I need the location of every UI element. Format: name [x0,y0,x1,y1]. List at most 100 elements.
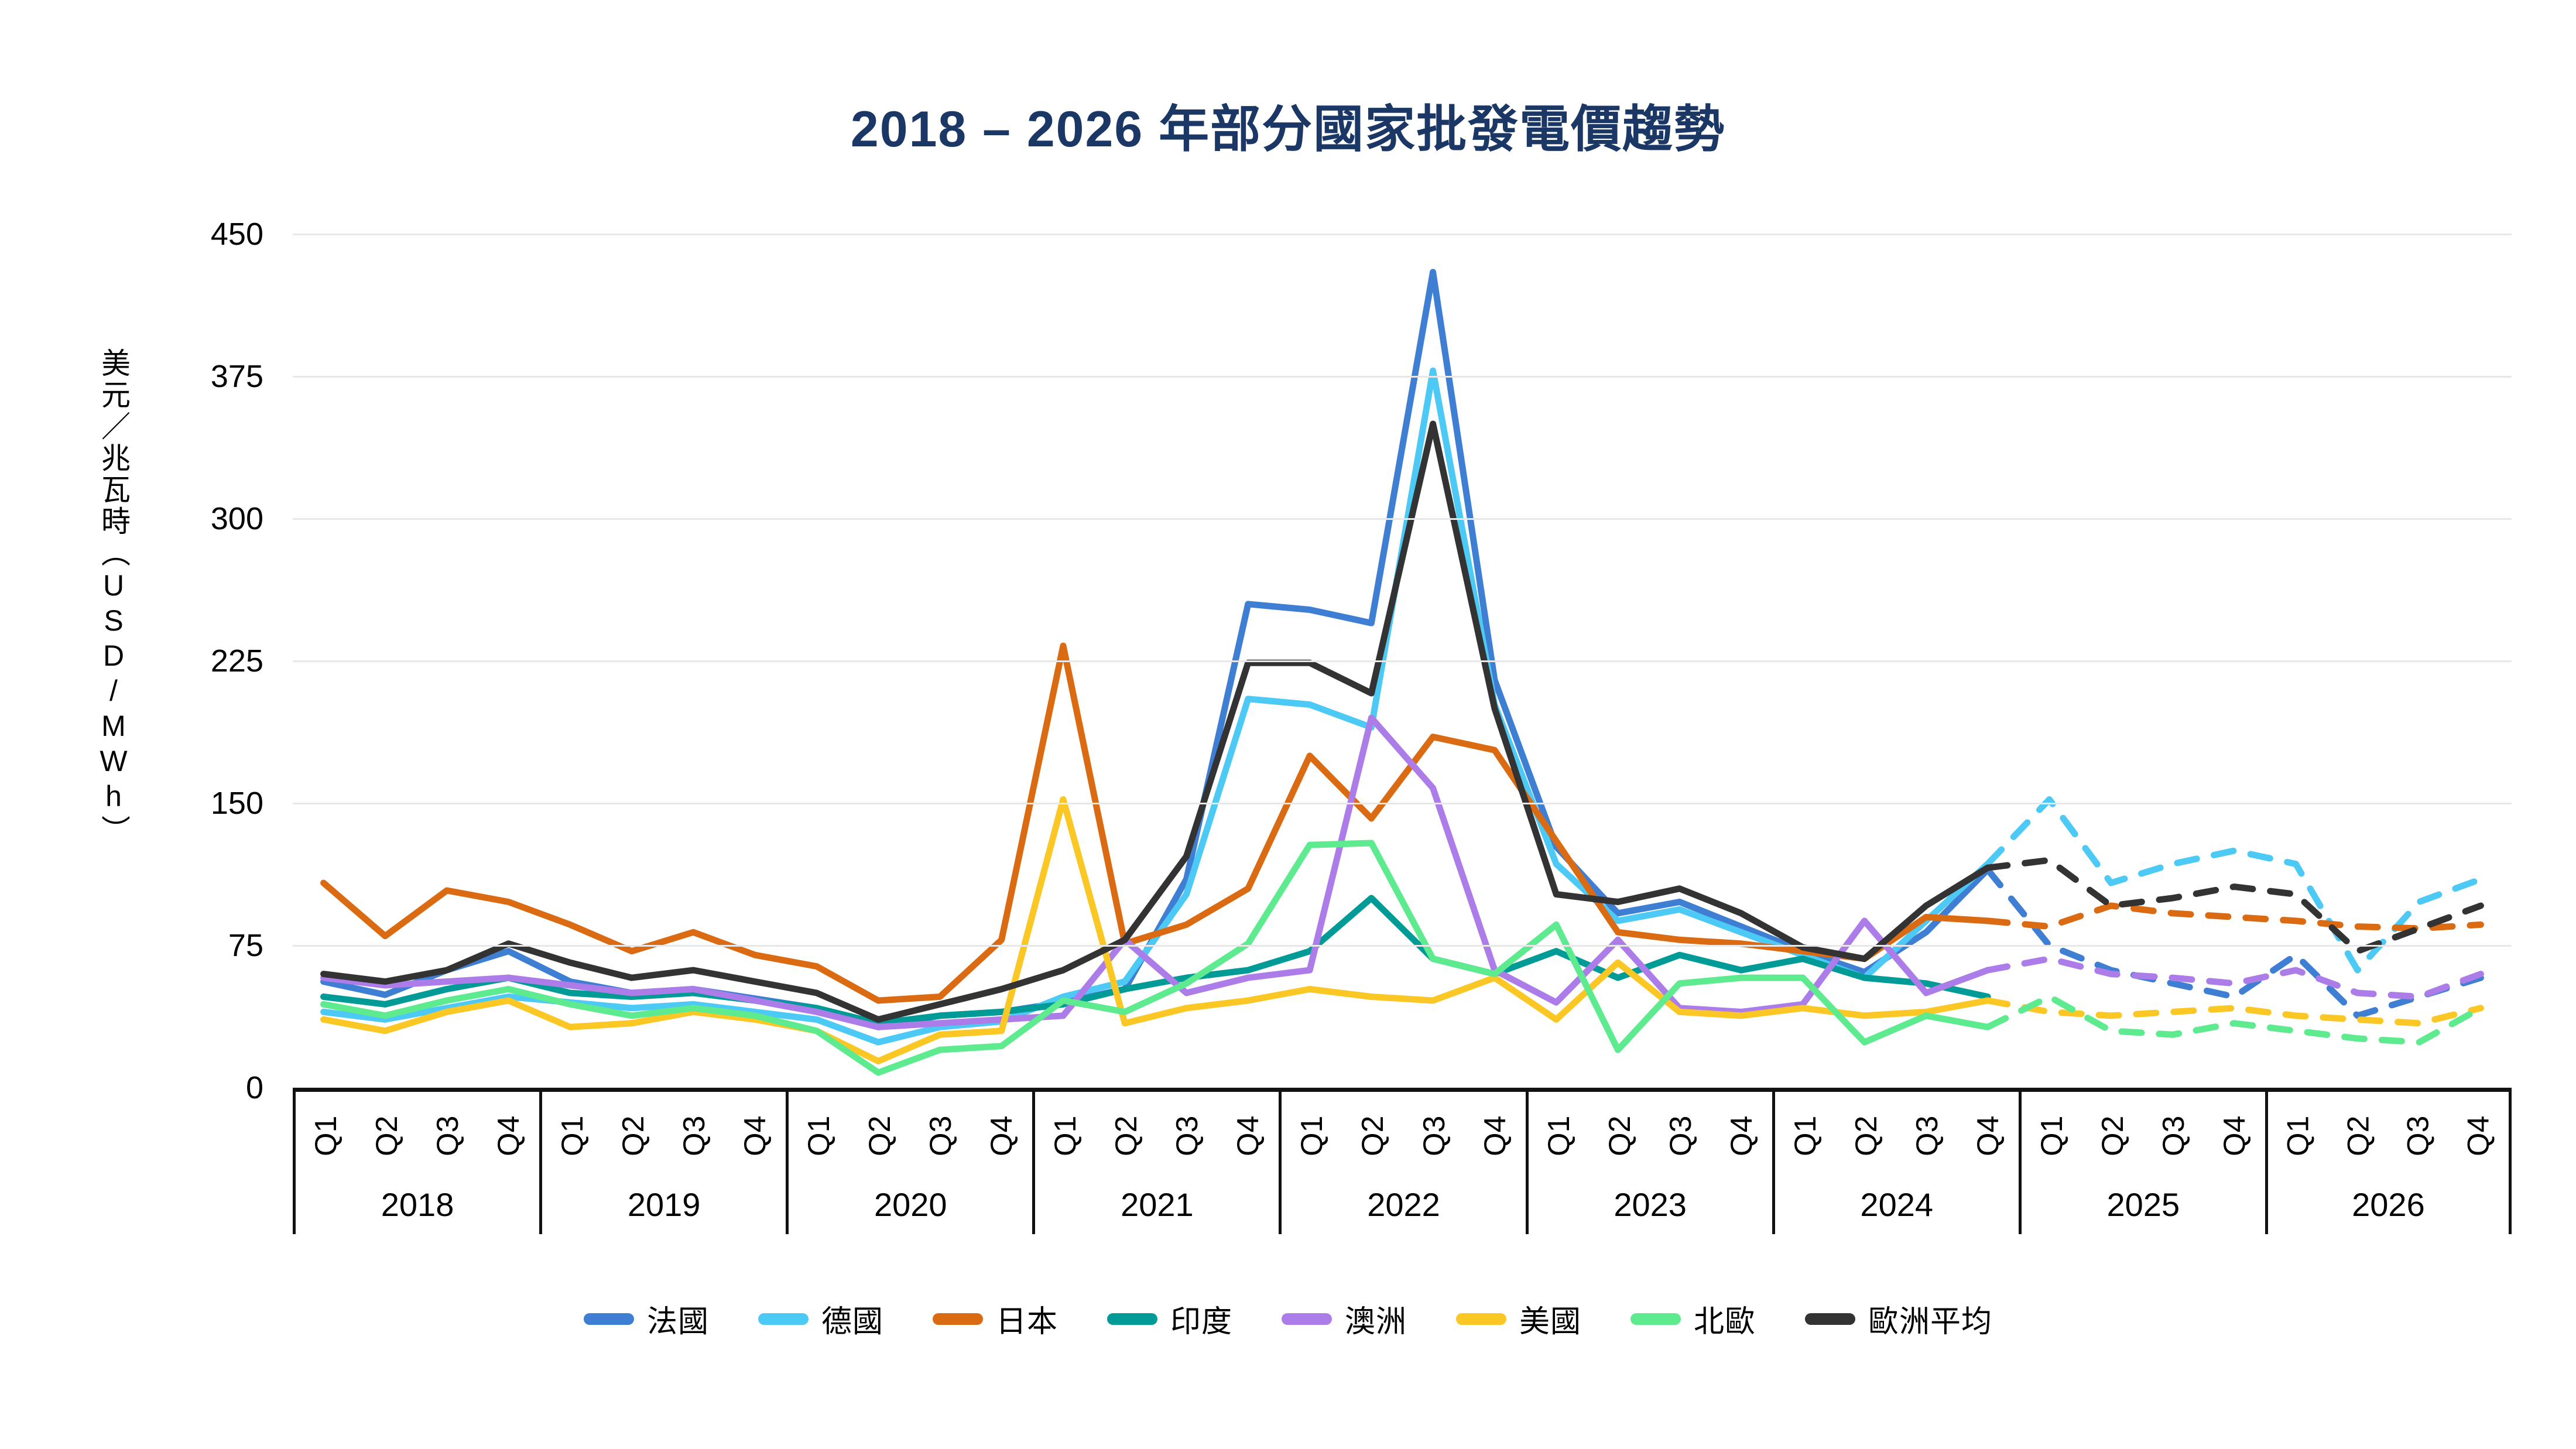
x-axis-year-group: Q1 Q2 Q3 Q4 2026 [2265,1088,2512,1234]
legend-item[interactable]: 法國 [583,1297,709,1341]
series-forecast-line-美國 [1984,997,2484,1027]
y-axis-tick-labels: 0 75 150 225 300 375 450 [0,217,281,1105]
x-axis-quarter-label: Q3 [924,1115,958,1157]
x-axis-year-group: Q1 Q2 Q3 Q4 2024 [1772,1088,2019,1234]
series-forecast-line-澳洲 [1984,955,2484,1000]
x-axis-quarter-label: Q2 [616,1115,651,1157]
y-axis-title: 美元／兆瓦時（USD/MWh） [97,348,130,847]
series-line-歐洲平均 [320,420,1991,1023]
x-axis-quarter-label: Q1 [556,1115,590,1157]
series-forecast-line-日本 [1984,902,2484,932]
x-axis-quarter-label: Q4 [492,1115,526,1157]
x-axis-quarter-label: Q1 [802,1115,837,1157]
legend-swatch-icon [583,1313,634,1325]
y-tick-label: 150 [210,786,263,821]
page-title: 2018 – 2026 年部分國家批發電價趨勢 [850,101,1726,157]
y-tick-label: 0 [245,1070,263,1105]
x-axis-quarter-label: Q4 [1971,1115,2005,1157]
x-axis-year-group: Q1 Q2 Q3 Q4 2022 [1279,1088,1525,1234]
x-axis-quarter-label: Q3 [1910,1115,1944,1157]
gridline [293,944,2512,947]
x-axis-rule [293,1088,2512,1092]
x-axis-quarter-label: Q4 [985,1115,1019,1157]
legend-swatch-icon [1282,1313,1332,1325]
x-axis-quarter-label: Q3 [431,1115,465,1157]
x-axis-year-group: Q1 Q2 Q3 Q4 2023 [1525,1088,1772,1234]
legend-item[interactable]: 日本 [932,1297,1058,1341]
y-tick-label: 375 [210,359,263,394]
gridline [293,375,2512,378]
x-axis-year-group: Q1 Q2 Q3 Q4 2025 [2018,1088,2265,1234]
x-axis-quarter-label: Q2 [2341,1115,2376,1157]
legend-label: 法國 [646,1305,709,1339]
legend-swatch-icon [758,1313,809,1325]
x-axis-quarter-label: Q2 [1109,1115,1144,1157]
x-axis-year-label: 2020 [873,1186,947,1223]
legend-swatch-icon [1456,1313,1507,1325]
series-forecast-line-歐洲平均 [1984,857,2484,955]
x-axis-quarter-label: Q1 [1542,1115,1576,1157]
x-axis-year-label: 2023 [1614,1186,1687,1223]
legend-item[interactable]: 德國 [758,1297,883,1341]
legend-item[interactable]: 歐洲平均 [1805,1297,1992,1341]
legend-label: 澳洲 [1345,1305,1407,1339]
x-axis-quarter-label: Q4 [2217,1115,2252,1157]
x-axis: Q1 Q2 Q3 Q4 2018 Q1 Q2 Q3 Q4 2019 Q1 Q2 Q3 Q4 2020 Q1 Q2… [293,1088,2512,1234]
x-axis-year-label: 2022 [1367,1186,1440,1223]
series-line-印度 [320,895,1991,1027]
plot-area [293,233,2512,1089]
legend-label: 歐洲平均 [1868,1305,1993,1339]
x-axis-quarter-label: Q1 [2281,1115,2315,1157]
x-axis-year-label: 2021 [1121,1186,1194,1223]
x-axis-year-label: 2018 [381,1186,454,1223]
gridline [293,518,2512,520]
legend-label: 北歐 [1694,1305,1756,1339]
x-axis-quarter-label: Q1 [309,1115,344,1157]
legend: 法國 德國 日本 印度 澳洲 美國 北歐 歐洲平均 [0,1297,2576,1341]
y-tick-label: 75 [228,928,263,963]
legend-label: 美國 [1519,1305,1582,1339]
x-axis-quarter-label: Q1 [1788,1115,1823,1157]
legend-item[interactable]: 印度 [1107,1297,1232,1341]
series-layer [320,269,2484,1076]
x-axis-quarter-label: Q4 [1724,1115,1759,1157]
x-axis-quarter-label: Q1 [1295,1115,1330,1157]
x-axis-year-label: 2025 [2106,1186,2180,1223]
x-axis-quarter-label: Q4 [2461,1115,2496,1157]
x-axis-quarter-label: Q3 [677,1115,712,1157]
series-line-美國 [320,796,1991,1065]
legend-swatch-icon [932,1313,983,1325]
gridline [293,233,2512,235]
legend-swatch-icon [1107,1313,1157,1325]
y-tick-label: 300 [210,501,263,536]
x-axis-quarter-label: Q2 [2095,1115,2130,1157]
x-axis-quarter-label: Q3 [2156,1115,2191,1157]
series-line-澳洲 [320,714,1991,1030]
series-line-德國 [320,367,1991,1046]
x-axis-year-group: Q1 Q2 Q3 Q4 2019 [539,1088,786,1234]
gridline [293,802,2512,804]
legend-item[interactable]: 美國 [1456,1297,1581,1341]
legend-item[interactable]: 北歐 [1630,1297,1756,1341]
x-axis-quarter-label: Q1 [2034,1115,2069,1157]
x-axis-year-group: Q1 Q2 Q3 Q4 2021 [1032,1088,1279,1234]
x-axis-year-label: 2019 [627,1186,701,1223]
x-axis-year-label: 2024 [1860,1186,1933,1223]
x-axis-quarter-label: Q4 [1231,1115,1266,1157]
legend-label: 印度 [1170,1305,1232,1339]
x-axis-quarter-label: Q2 [1849,1115,1883,1157]
legend-item[interactable]: 澳洲 [1282,1297,1407,1341]
x-axis-quarter-label: Q2 [370,1115,405,1157]
legend-swatch-icon [1630,1313,1681,1325]
legend-swatch-icon [1805,1313,1856,1325]
x-axis-quarter-label: Q3 [2401,1115,2435,1157]
x-axis-quarter-label: Q2 [863,1115,898,1157]
series-forecast-line-法國 [1984,866,2484,1019]
x-axis-quarter-label: Q4 [1478,1115,1512,1157]
legend-label: 德國 [821,1305,883,1339]
series-forecast-line-北歐 [1984,994,2484,1046]
x-axis-quarter-label: Q2 [1602,1115,1637,1157]
x-axis-year-group: Q1 Q2 Q3 Q4 2018 [293,1088,539,1234]
x-axis-year-group: Q1 Q2 Q3 Q4 2020 [786,1088,1032,1234]
